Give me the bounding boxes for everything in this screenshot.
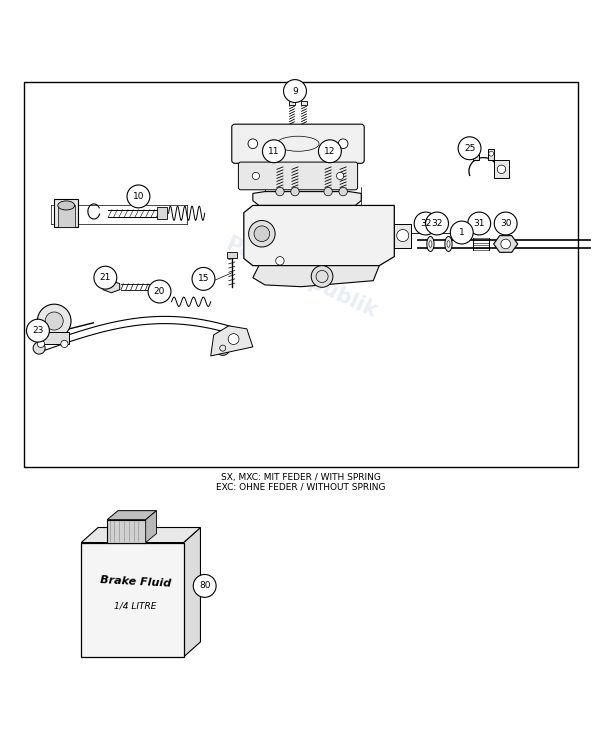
Circle shape bbox=[489, 151, 494, 156]
Circle shape bbox=[338, 139, 348, 149]
Circle shape bbox=[228, 334, 239, 345]
Circle shape bbox=[468, 212, 491, 235]
Circle shape bbox=[248, 139, 258, 149]
Text: 15: 15 bbox=[197, 275, 209, 283]
Circle shape bbox=[426, 212, 448, 235]
Text: 10: 10 bbox=[132, 192, 144, 201]
Polygon shape bbox=[211, 326, 253, 356]
Text: 20: 20 bbox=[154, 287, 165, 296]
Circle shape bbox=[37, 340, 45, 348]
Circle shape bbox=[262, 140, 285, 163]
Circle shape bbox=[37, 304, 71, 338]
Text: 21: 21 bbox=[100, 273, 111, 282]
Polygon shape bbox=[103, 280, 120, 292]
Text: 11: 11 bbox=[268, 147, 280, 156]
Bar bbox=[488, 150, 494, 160]
Circle shape bbox=[252, 172, 259, 180]
Bar bbox=[24, 82, 578, 468]
Circle shape bbox=[192, 268, 215, 290]
Bar bbox=[473, 150, 479, 160]
Circle shape bbox=[276, 257, 284, 265]
Ellipse shape bbox=[58, 201, 75, 210]
Bar bbox=[289, 101, 295, 105]
Text: 1: 1 bbox=[459, 228, 465, 237]
Bar bbox=[58, 206, 75, 227]
Text: SX, MXC: MIT FEDER / WITH SPRING: SX, MXC: MIT FEDER / WITH SPRING bbox=[221, 473, 381, 482]
Circle shape bbox=[318, 140, 341, 163]
Text: EXC: OHNE FEDER / WITHOUT SPRING: EXC: OHNE FEDER / WITHOUT SPRING bbox=[216, 482, 386, 491]
Circle shape bbox=[127, 185, 150, 208]
Circle shape bbox=[33, 342, 45, 354]
Polygon shape bbox=[81, 527, 200, 542]
Circle shape bbox=[414, 212, 437, 235]
Bar bbox=[107, 520, 146, 542]
Circle shape bbox=[61, 340, 68, 348]
Circle shape bbox=[284, 79, 306, 102]
Circle shape bbox=[276, 188, 284, 196]
Ellipse shape bbox=[445, 236, 452, 251]
Circle shape bbox=[458, 137, 481, 159]
Text: 23: 23 bbox=[33, 326, 43, 335]
Polygon shape bbox=[107, 511, 157, 520]
Polygon shape bbox=[253, 266, 379, 286]
Polygon shape bbox=[244, 206, 394, 266]
FancyBboxPatch shape bbox=[232, 124, 364, 163]
Bar bbox=[39, 332, 69, 344]
Text: 80: 80 bbox=[199, 581, 211, 590]
Text: 31: 31 bbox=[473, 219, 485, 228]
Circle shape bbox=[148, 280, 171, 303]
Circle shape bbox=[473, 151, 478, 156]
Circle shape bbox=[311, 266, 333, 287]
Text: 12: 12 bbox=[324, 147, 335, 156]
Circle shape bbox=[450, 221, 473, 244]
Text: 32: 32 bbox=[432, 219, 442, 228]
Circle shape bbox=[249, 221, 275, 247]
Bar bbox=[394, 224, 411, 248]
Text: 32: 32 bbox=[420, 219, 431, 228]
Text: PartsRepublik: PartsRepublik bbox=[222, 234, 380, 322]
Polygon shape bbox=[146, 511, 157, 542]
Polygon shape bbox=[494, 236, 518, 252]
Circle shape bbox=[337, 172, 344, 180]
Circle shape bbox=[216, 341, 230, 355]
Circle shape bbox=[494, 212, 517, 235]
FancyBboxPatch shape bbox=[238, 162, 358, 190]
Ellipse shape bbox=[447, 241, 450, 248]
Circle shape bbox=[26, 319, 49, 342]
Ellipse shape bbox=[429, 241, 432, 248]
Ellipse shape bbox=[427, 236, 434, 251]
Text: 1/4 LITRE: 1/4 LITRE bbox=[114, 601, 157, 610]
Polygon shape bbox=[184, 527, 200, 657]
Text: 30: 30 bbox=[500, 219, 512, 228]
Circle shape bbox=[397, 230, 409, 242]
Bar bbox=[227, 252, 237, 258]
Bar bbox=[54, 200, 78, 227]
Text: Brake Fluid: Brake Fluid bbox=[100, 574, 171, 589]
Text: 25: 25 bbox=[464, 144, 475, 153]
Bar bbox=[157, 207, 167, 219]
Circle shape bbox=[45, 312, 63, 330]
Polygon shape bbox=[253, 191, 361, 206]
Bar bbox=[494, 160, 509, 178]
Circle shape bbox=[193, 574, 216, 598]
Bar bbox=[81, 542, 184, 657]
Circle shape bbox=[339, 188, 347, 196]
Circle shape bbox=[497, 165, 506, 174]
Circle shape bbox=[501, 239, 510, 249]
Text: 9: 9 bbox=[292, 87, 298, 96]
Circle shape bbox=[94, 266, 117, 289]
Circle shape bbox=[152, 283, 161, 291]
Circle shape bbox=[291, 188, 299, 196]
Circle shape bbox=[254, 226, 270, 242]
Circle shape bbox=[324, 188, 332, 196]
Bar bbox=[301, 101, 307, 105]
